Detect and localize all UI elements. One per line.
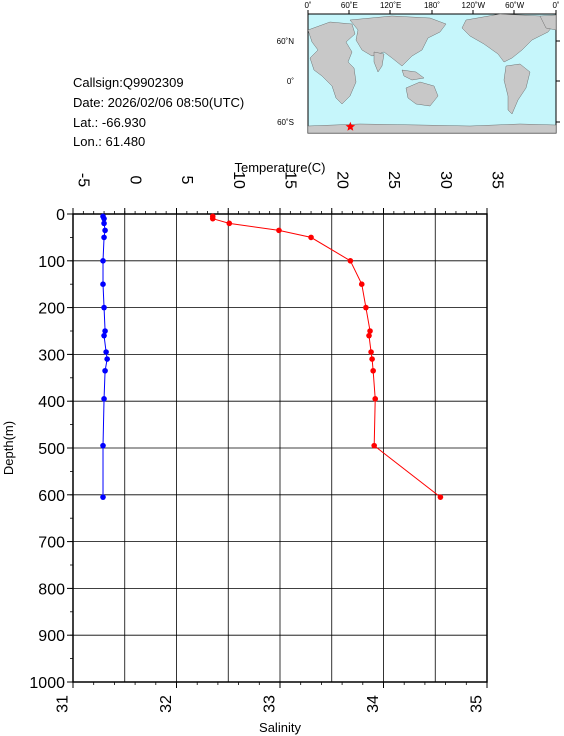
land-south-america [503,63,531,115]
temperature-data-point [209,215,216,222]
salinity-data-point [101,215,107,222]
depth-tick-label: 200 [38,301,65,318]
salinity-tick-label: 33 [262,695,279,713]
temperature-tick-labels: -5 0 5 10 15 20 25 30 35 [75,171,506,189]
station-star-marker [345,121,356,131]
salinity-data-point [100,258,106,264]
axis-ticks [67,208,488,688]
depth-tick-label: 1000 [29,675,65,692]
salinity-data-point [101,304,107,311]
temperature-data-point [308,234,314,241]
temperature-data-point [347,258,354,264]
map-lat-label: 60˚S [277,118,294,127]
map-lon-label: 60˚E [341,1,358,10]
temperature-data-point [367,328,373,334]
depth-tick-label: 900 [38,628,65,645]
depth-axis-label: Depth(m) [1,421,16,475]
station-info: Callsign:Q9902309 Date: 2026/02/06 08:50… [73,75,244,149]
map-frame-ticks [307,10,560,123]
salinity-data-point [100,494,106,500]
salinity-axis-label: Salinity [259,720,301,735]
map-lon-label: 0˚ [552,1,559,10]
salinity-tick-label: 34 [365,695,382,713]
depth-tick-label: 800 [38,581,65,598]
map-land [307,13,557,134]
salinity-data-point [101,234,107,241]
depth-tick-label: 400 [38,394,65,411]
salinity-profile-line [102,216,108,498]
map-lon-label: 120˚W [462,1,486,10]
map-lon-label: 0˚ [304,1,311,10]
land-india [373,51,385,73]
temperature-tick-label: -5 [75,173,92,187]
depth-tick-label: 300 [38,347,65,364]
temperature-data-point [371,442,377,449]
series-layer [100,213,444,500]
salinity-data-point [103,349,109,355]
inset-map: 0˚ 60˚E 120˚E 180˚ 120˚W 60˚W 0˚ 60˚N 0˚ 60˚S [277,1,560,134]
callsign-text: Callsign:Q9902309 [73,75,184,90]
temperature-data-point [370,367,376,374]
depth-tick-label: 600 [38,488,65,505]
depth-tick-label: 0 [56,207,65,224]
salinity-data-point [102,367,108,374]
salinity-data-point [101,220,107,227]
salinity-data-point [102,227,108,234]
map-lat-label: 60˚N [277,37,295,46]
date-text: Date: 2026/02/06 08:50(UTC) [73,95,244,110]
temperature-tick-label: 0 [126,176,143,185]
temperature-data-point [358,281,365,288]
salinity-data-point [101,332,107,339]
temperature-data-point [368,349,374,355]
map-marker-layer [345,121,356,131]
map-lon-label: 180˚ [424,1,440,10]
profile-chart: -5 0 5 10 15 20 25 30 35 31 32 33 34 35 0 100 200 300 40… [1,160,506,735]
land-australia [405,81,439,107]
temperature-tick-label: 20 [333,171,350,189]
salinity-tick-label: 35 [469,695,486,713]
temperature-tick-label: 15 [282,171,299,189]
temperature-tick-label: 25 [385,171,402,189]
map-lon-label: 60˚W [505,1,525,10]
land-se-asia [401,69,425,81]
temperature-data-point [363,304,369,311]
depth-tick-labels: 0 100 200 300 400 500 600 700 800 900 1000 [29,207,65,692]
salinity-data-point [101,396,107,402]
land-africa-europe [307,21,357,105]
map-lat-labels: 60˚N 0˚ 60˚S [277,37,295,127]
depth-tick-label: 100 [38,254,65,271]
land-greenland [539,14,557,31]
land-antarctica [307,123,557,134]
temperature-data-point [366,332,372,339]
lat-text: Lat.: -66.930 [73,115,146,130]
salinity-tick-label: 31 [55,695,72,713]
temperature-tick-label: 35 [489,171,506,189]
depth-tick-label: 700 [38,535,65,552]
salinity-data-point [104,356,110,362]
temperature-data-point [369,356,375,362]
salinity-data-point [102,328,108,334]
depth-tick-label: 500 [38,441,65,458]
map-lon-label: 120˚E [380,1,401,10]
salinity-data-point [100,442,106,449]
salinity-tick-labels: 31 32 33 34 35 [55,695,486,713]
map-lat-label: 0˚ [287,77,294,86]
temperature-tick-label: 10 [230,171,247,189]
temperature-data-point [372,396,379,402]
temperature-tick-label: 30 [437,171,454,189]
salinity-tick-label: 32 [158,695,175,713]
temperature-data-point [226,220,233,227]
salinity-data-point [100,281,106,288]
lon-text: Lon.: 61.480 [73,134,145,149]
map-top-labels: 0˚ 60˚E 120˚E 180˚ 120˚W 60˚W 0˚ [304,1,559,10]
temperature-data-point [437,494,444,500]
temperature-data-point [276,227,282,234]
temperature-tick-label: 5 [178,176,195,185]
temperature-profile-line [212,216,441,498]
temperature-axis-label: Temperature(C) [234,160,325,175]
